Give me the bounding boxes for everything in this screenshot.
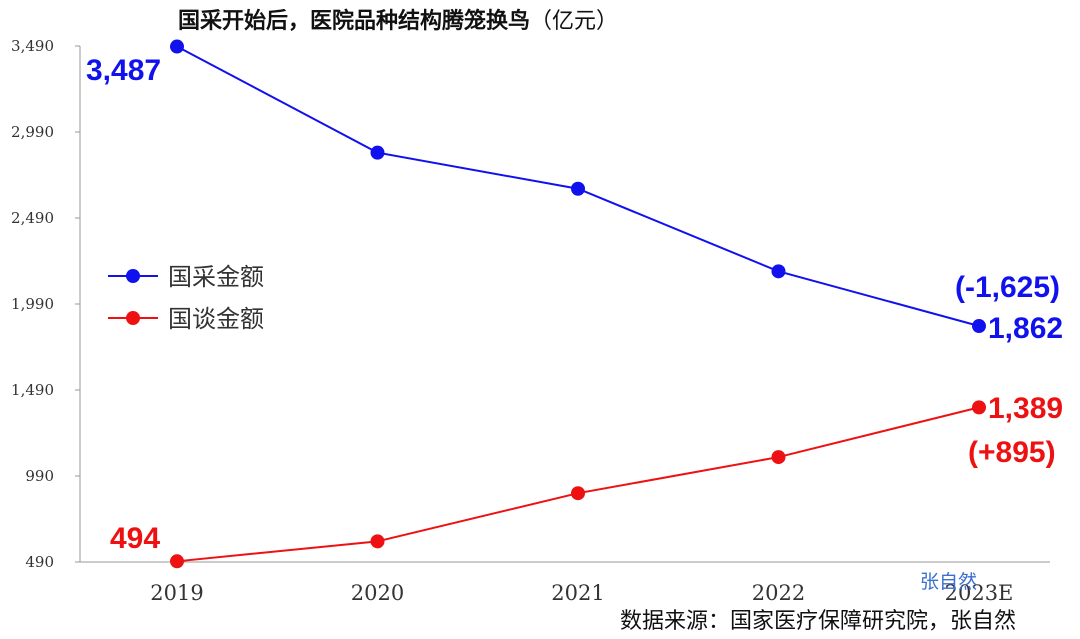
series-point-0 (771, 264, 786, 279)
y-tick-label: 2,490 (11, 209, 54, 227)
series-line-1 (176, 406, 980, 563)
series-point-0 (370, 145, 385, 160)
legend-marker-gt (126, 311, 140, 325)
series-point-1 (972, 400, 986, 415)
x-tick-label: 2022 (752, 581, 805, 605)
y-axis-ticks: 3,490 2,990 2,490 1,990 1,490 990 490 (11, 37, 80, 571)
series-point-0 (170, 39, 184, 54)
series-layer (170, 39, 986, 569)
legend-label-gt: 国谈金额 (168, 305, 264, 333)
y-tick-label: 2,990 (11, 123, 54, 141)
y-tick-label: 3,490 (11, 37, 54, 55)
series-point-1 (370, 534, 385, 549)
series-point-0 (972, 319, 986, 334)
y-tick-label: 1,490 (11, 381, 54, 399)
data-label-gc-change: (-1,625) (955, 271, 1060, 304)
chart-title: 国采开始后，医院品种结构腾笼换鸟 (178, 8, 530, 34)
data-label-gc-end: 1,862 (988, 312, 1063, 345)
series-point-0 (571, 181, 585, 196)
series-point-1 (571, 486, 585, 501)
watermark-text: 张自然 (920, 571, 977, 593)
x-axis-ticks: 2019 2020 2021 2022 2023E (150, 581, 1013, 605)
legend-marker-gc (126, 269, 140, 283)
x-tick-label: 2023E (945, 581, 1014, 605)
series-point-1 (170, 554, 184, 569)
y-tick-label: 990 (25, 467, 54, 485)
y-tick-label: 490 (25, 553, 54, 571)
x-tick-label: 2019 (150, 581, 203, 605)
data-label-gt-change: (+895) (968, 436, 1056, 469)
y-tick-label: 1,990 (11, 295, 54, 313)
x-tick-label: 2020 (351, 581, 404, 605)
x-tick-label: 2021 (551, 581, 604, 605)
source-note: 数据来源：国家医疗保障研究院，张自然 (620, 609, 1016, 634)
data-label-gc-start: 3,487 (86, 54, 161, 87)
chart-title-unit: （亿元） (530, 9, 618, 34)
series-point-1 (771, 450, 786, 465)
legend: 国采金额 国谈金额 (108, 263, 264, 333)
legend-label-gc: 国采金额 (168, 263, 264, 291)
data-label-gt-start: 494 (110, 522, 160, 555)
data-label-gt-end: 1,389 (988, 392, 1063, 425)
